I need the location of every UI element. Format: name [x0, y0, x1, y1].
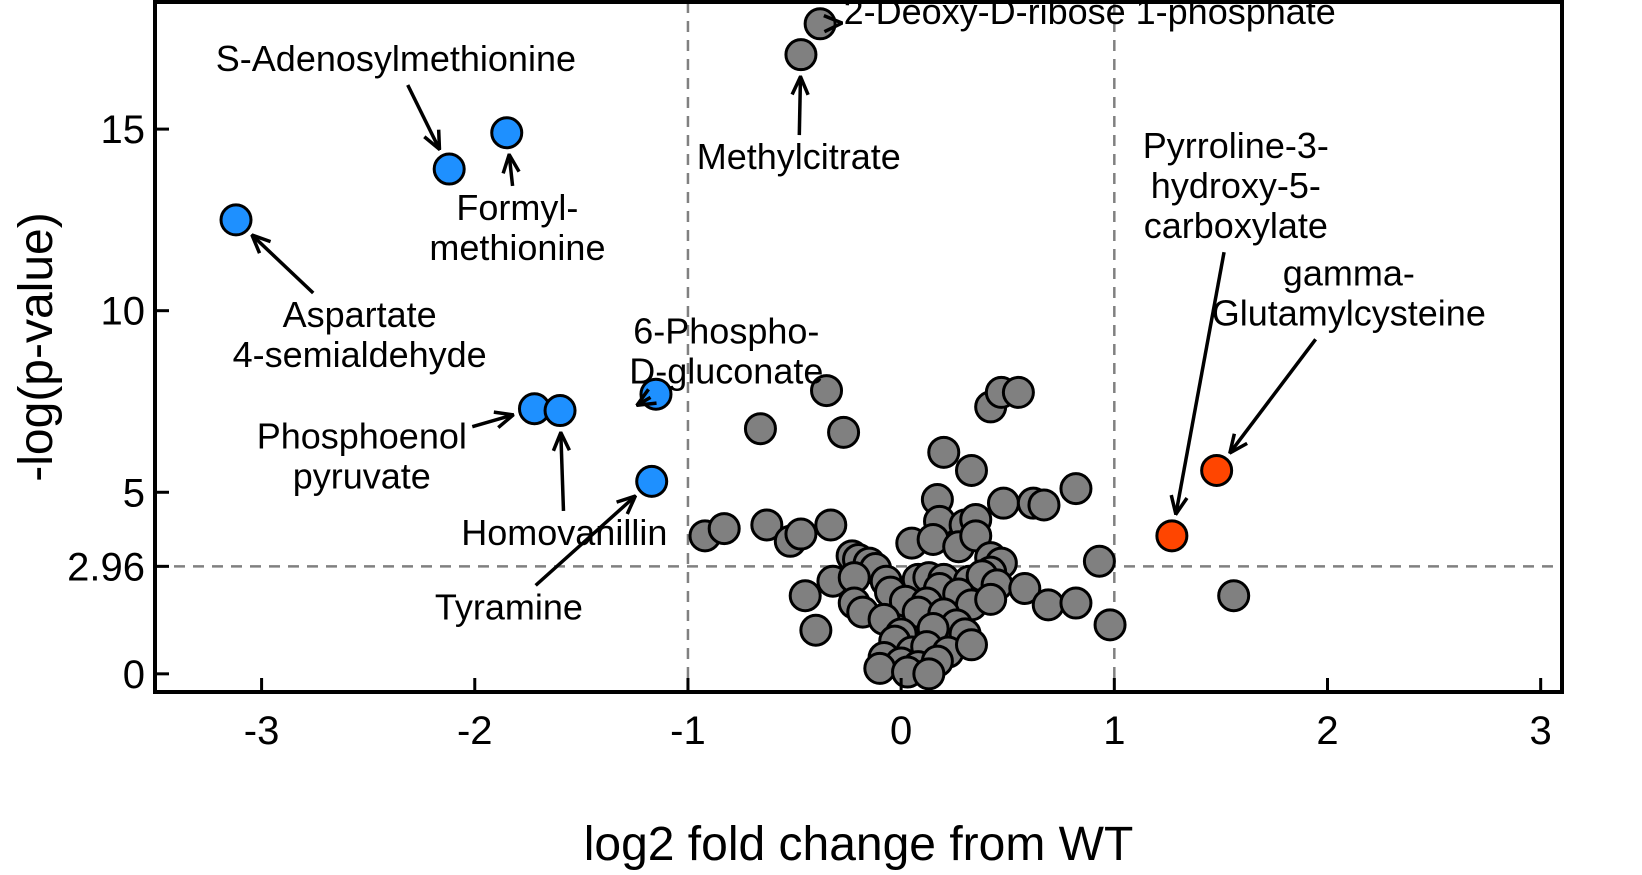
x-tick-label: 3: [1530, 709, 1552, 753]
scatter-point: [986, 486, 1020, 520]
annotation: Formyl-methionine: [429, 155, 605, 268]
scatter-point: [1217, 579, 1251, 613]
scatter-point: [635, 464, 669, 498]
annotation: Homovanillin: [461, 433, 667, 553]
annotation: Tyramine: [435, 496, 635, 627]
scatter-point: [1059, 472, 1093, 506]
annotation-label: Homovanillin: [461, 512, 667, 553]
y-tick-label: 10: [101, 290, 146, 334]
scatter-point: [1082, 544, 1116, 578]
annotation-label: 2-Deoxy-D-ribose 1-phosphate: [844, 0, 1336, 32]
annotation-arrow: [637, 397, 651, 405]
scatter-point: [1155, 519, 1189, 553]
scatter-point: [927, 435, 961, 469]
scatter-point: [1027, 488, 1061, 522]
annotation-label: Formyl-methionine: [429, 187, 605, 268]
annotation-arrow: [534, 496, 636, 587]
annotation-arrow: [1230, 338, 1318, 453]
scatter-point: [1093, 608, 1127, 642]
scatter-point: [750, 508, 784, 542]
annotation-arrow: [406, 84, 440, 149]
scatter-point: [219, 203, 253, 237]
annotation-label: gamma-Glutamylcysteine: [1212, 252, 1486, 333]
scatter-point: [810, 374, 844, 408]
annotation: Phosphoenol pyruvate: [257, 415, 514, 497]
annotation-arrow: [471, 415, 513, 427]
scatter-point: [788, 579, 822, 613]
x-tick-label: 2: [1316, 709, 1338, 753]
x-tick-label: -3: [244, 709, 280, 753]
y-tick-label: 2.96: [67, 545, 145, 589]
scatter-point: [912, 657, 946, 691]
y-axis-label: -log(p-value): [10, 212, 63, 481]
scatter-point: [863, 651, 897, 685]
annotation-arrow: [509, 155, 512, 187]
scatter-point: [1059, 586, 1093, 620]
scatter-point: [432, 152, 466, 186]
y-tick-label: 15: [101, 108, 146, 152]
annotation-arrow: [799, 77, 800, 136]
annotation-label: Methylcitrate: [697, 136, 901, 177]
scatter-point: [743, 412, 777, 446]
scatter-point: [827, 415, 861, 449]
annotation: Aspartate 4-semialdehyde: [233, 235, 487, 375]
scatter-point: [1001, 375, 1035, 409]
annotation-arrow: [1176, 251, 1226, 514]
scatter-point: [954, 453, 988, 487]
scatter-point: [1200, 453, 1234, 487]
data-points: [219, 7, 1251, 691]
annotation: Pyrroline-3-hydroxy-5-carboxylate: [1143, 125, 1329, 514]
scatter-point: [799, 613, 833, 647]
y-tick-label: 5: [123, 471, 145, 515]
x-tick-label: -1: [670, 709, 706, 753]
annotation: 2-Deoxy-D-ribose 1-phosphate: [838, 0, 1336, 32]
annotation-label: Tyramine: [435, 586, 583, 627]
annotation: S-Adenosylmethionine: [216, 38, 576, 149]
scatter-point: [814, 508, 848, 542]
annotation-label: S-Adenosylmethionine: [216, 38, 576, 79]
scatter-point: [954, 628, 988, 662]
plot-frame: [153, 0, 1564, 694]
x-tick-label: -2: [457, 709, 493, 753]
scatter-point: [1031, 588, 1065, 622]
scatter-point: [543, 394, 577, 428]
annotation: 6-Phospho-D-gluconate: [629, 310, 823, 405]
y-tick-label: 0: [123, 653, 145, 697]
scatter-point: [784, 38, 818, 72]
scatter-point: [1008, 572, 1042, 605]
scatter-point: [803, 7, 837, 41]
x-tick-label: 1: [1103, 709, 1125, 753]
scatter-point: [974, 582, 1008, 616]
annotation-arrow: [561, 433, 564, 511]
annotation-label: Pyrroline-3-hydroxy-5-carboxylate: [1143, 125, 1329, 246]
x-tick-label: 0: [890, 709, 912, 753]
annotation-label: Aspartate 4-semialdehyde: [233, 294, 487, 375]
x-axis-label: log2 fold change from WT: [584, 818, 1134, 871]
annotation: Methylcitrate: [697, 77, 901, 177]
scatter-point: [490, 116, 524, 150]
scatter-point: [707, 512, 741, 546]
axes: -3 -2 -1 0 1 2 3 0 2.96 5 10 15: [67, 108, 1552, 753]
annotation: gamma-Glutamylcysteine: [1212, 252, 1486, 453]
scatter-point: [784, 517, 818, 551]
annotation-label: 6-Phospho-D-gluconate: [629, 310, 823, 391]
annotation-arrow: [252, 235, 315, 295]
annotation-label: Phosphoenol pyruvate: [257, 416, 467, 497]
annotations: 2-Deoxy-D-ribose 1-phosphate S-Adenosylme…: [216, 0, 1486, 627]
